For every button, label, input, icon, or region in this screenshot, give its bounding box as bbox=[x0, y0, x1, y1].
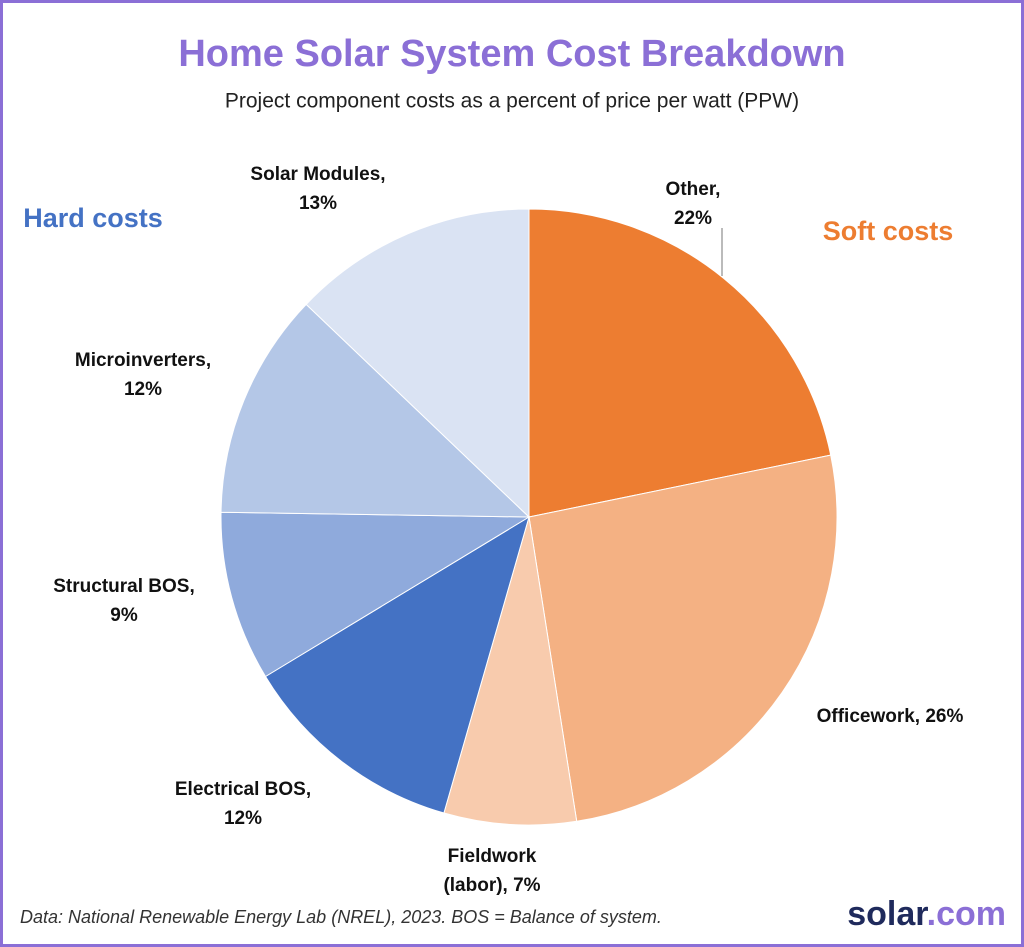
data-label: 22% bbox=[674, 208, 712, 229]
data-label: Electrical BOS, bbox=[175, 779, 311, 800]
logo: solar.com bbox=[847, 895, 1006, 933]
data-label: Other, bbox=[666, 179, 721, 200]
pie-slice bbox=[220, 303, 531, 518]
annotation: Hard costs bbox=[23, 203, 163, 233]
data-label: (labor), 7% bbox=[443, 875, 540, 896]
data-label: Microinverters, bbox=[75, 350, 211, 371]
pie-slice bbox=[264, 515, 530, 814]
logo-suffix: .com bbox=[927, 895, 1006, 933]
data-label: 9% bbox=[110, 605, 138, 626]
pie-slice bbox=[220, 511, 531, 678]
data-label: Solar Modules, bbox=[250, 164, 385, 185]
pie-slice bbox=[305, 208, 530, 519]
data-label: 13% bbox=[299, 193, 337, 214]
pie-slice bbox=[528, 454, 838, 822]
pie-slice bbox=[443, 516, 578, 826]
annotation: Soft costs bbox=[823, 216, 954, 246]
data-label: Structural BOS, bbox=[53, 576, 194, 597]
pie bbox=[220, 208, 838, 826]
data-label: 12% bbox=[224, 808, 262, 829]
chart-title: Home Solar System Cost Breakdown bbox=[178, 33, 845, 75]
pie-slice bbox=[528, 208, 832, 518]
logo-main: solar bbox=[847, 895, 928, 933]
chart-subtitle: Project component costs as a percent of … bbox=[225, 90, 799, 113]
data-label: 12% bbox=[124, 379, 162, 400]
source-note: Data: National Renewable Energy Lab (NRE… bbox=[20, 907, 662, 927]
data-label: Officework, 26% bbox=[817, 706, 964, 727]
data-label: Fieldwork bbox=[448, 846, 537, 867]
